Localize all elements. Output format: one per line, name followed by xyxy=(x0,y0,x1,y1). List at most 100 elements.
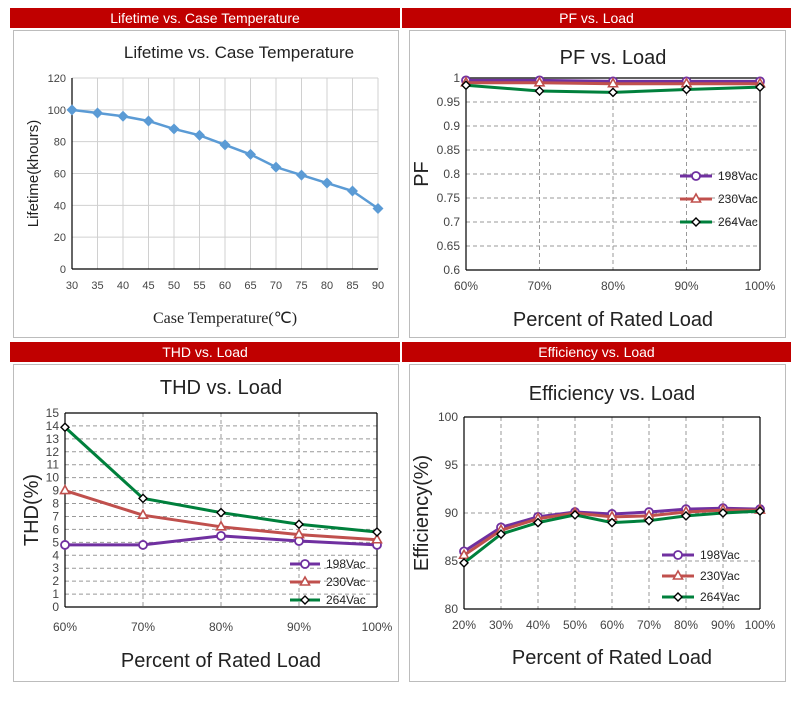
panel-pf: PF vs. Load PF vs. Load 0.6 0.65 0.7 0.75 0.8… xyxy=(402,8,791,338)
y-tick-label: 0.75 xyxy=(437,191,461,205)
legend-marker xyxy=(673,592,683,602)
x-tick-label: 70 xyxy=(270,280,282,292)
x-axis-label: Percent of Rated Load xyxy=(512,647,712,669)
lifetime-chart: Lifetime vs. Case Temperature 0 20 40 60 80 10… xyxy=(25,43,384,327)
y-tick-label: 10 xyxy=(46,471,60,485)
y-axis-label: PF xyxy=(411,161,433,187)
data-point xyxy=(245,148,256,160)
y-tick-label: 2 xyxy=(52,574,59,588)
y-tick-label: 0.95 xyxy=(437,95,461,109)
data-point xyxy=(755,82,765,93)
legend-label: 230Vac xyxy=(326,575,366,589)
data-point xyxy=(372,526,382,537)
data-point xyxy=(137,508,149,519)
x-tick-label: 90% xyxy=(711,618,735,632)
data-point xyxy=(644,515,654,526)
x-tick-label: 30 xyxy=(66,280,78,292)
legend-label: 264Vac xyxy=(326,593,366,607)
data-point xyxy=(533,517,543,528)
x-tick-label: 30% xyxy=(489,618,513,632)
y-tick-label: 6 xyxy=(52,522,59,536)
panel-header-eff: Efficiency vs. Load xyxy=(402,342,791,362)
data-point xyxy=(194,129,205,141)
y-tick-label: 1 xyxy=(52,587,59,601)
data-point xyxy=(60,422,70,433)
x-tick-label: 65 xyxy=(244,280,256,292)
y-tick-label: 0.85 xyxy=(437,143,461,157)
x-tick-label: 40 xyxy=(117,280,129,292)
data-point xyxy=(59,483,71,495)
legend-label: 230Vac xyxy=(718,192,758,206)
legend-marker xyxy=(300,595,310,605)
data-point xyxy=(66,104,78,116)
efficiency-chart: Efficiency vs. Load 80 85 90 95 100 20% 30% 40% 5… xyxy=(411,383,776,669)
data-point xyxy=(534,85,545,96)
y-tick-label: 1 xyxy=(453,71,460,85)
legend-marker xyxy=(300,559,310,569)
y-tick-label: 40 xyxy=(54,200,66,212)
legend-marker xyxy=(691,171,701,181)
y-tick-label: 7 xyxy=(52,509,59,523)
x-tick-label: 70% xyxy=(131,620,155,634)
data-point xyxy=(296,169,307,181)
data-point xyxy=(216,507,226,518)
y-tick-label: 90 xyxy=(445,506,459,520)
x-tick-label: 70% xyxy=(527,279,551,293)
legend-label: 198Vac xyxy=(700,548,740,562)
data-point xyxy=(681,84,692,95)
y-tick-label: 9 xyxy=(52,484,59,498)
y-tick-label: 0 xyxy=(60,264,66,276)
y-tick-label: 60 xyxy=(54,169,66,181)
y-tick-label: 0.7 xyxy=(443,215,460,229)
x-tick-label: 50% xyxy=(563,618,587,632)
data-point xyxy=(215,520,227,531)
data-point xyxy=(138,540,148,550)
y-tick-label: 95 xyxy=(445,458,459,472)
y-tick-label: 4 xyxy=(52,548,59,562)
chart-frame-thd xyxy=(13,364,399,682)
y-tick-label: 14 xyxy=(46,419,60,433)
y-tick-label: 0.9 xyxy=(443,119,460,133)
y-tick-label: 85 xyxy=(445,554,459,568)
x-tick-label: 45 xyxy=(142,280,154,292)
y-tick-label: 0.65 xyxy=(437,239,461,253)
legend-marker xyxy=(299,575,311,586)
x-tick-label: 80% xyxy=(674,618,698,632)
legend-label: 264Vac xyxy=(718,215,758,229)
legend-marker xyxy=(690,192,702,203)
data-point xyxy=(92,107,103,119)
data-point xyxy=(117,110,129,122)
x-tick-label: 70% xyxy=(637,618,661,632)
y-tick-label: 100 xyxy=(48,105,66,117)
y-tick-label: 13 xyxy=(46,432,60,446)
panel-header-lifetime: Lifetime vs. Case Temperature xyxy=(10,8,400,28)
x-tick-label: 20% xyxy=(452,618,476,632)
panel-lifetime: Lifetime vs. Case Temperature Lifetime v… xyxy=(10,8,400,338)
y-tick-label: 3 xyxy=(52,561,59,575)
data-point xyxy=(138,493,148,504)
data-point xyxy=(294,519,304,530)
y-axis-label: Efficiency(%) xyxy=(411,455,433,571)
data-point xyxy=(168,123,180,135)
data-point xyxy=(372,203,384,215)
x-tick-label: 90% xyxy=(287,620,311,634)
x-tick-label: 100% xyxy=(745,279,776,293)
x-tick-label: 60% xyxy=(53,620,77,634)
data-point xyxy=(496,529,506,540)
x-tick-label: 100% xyxy=(362,620,393,634)
data-point xyxy=(461,80,471,91)
data-point xyxy=(270,161,282,173)
y-axis-label: THD(%) xyxy=(21,474,43,546)
x-tick-label: 85 xyxy=(346,280,358,292)
x-tick-label: 35 xyxy=(91,280,103,292)
y-tick-label: 15 xyxy=(46,406,60,420)
x-tick-label: 75 xyxy=(295,280,307,292)
x-tick-label: 60% xyxy=(454,279,478,293)
chart-title: THD vs. Load xyxy=(160,377,282,399)
x-tick-label: 40% xyxy=(526,618,550,632)
y-tick-label: 120 xyxy=(48,73,66,85)
data-point xyxy=(143,115,154,127)
data-point xyxy=(607,77,619,88)
y-tick-label: 0.6 xyxy=(443,263,460,277)
x-tick-label: 60% xyxy=(600,618,624,632)
